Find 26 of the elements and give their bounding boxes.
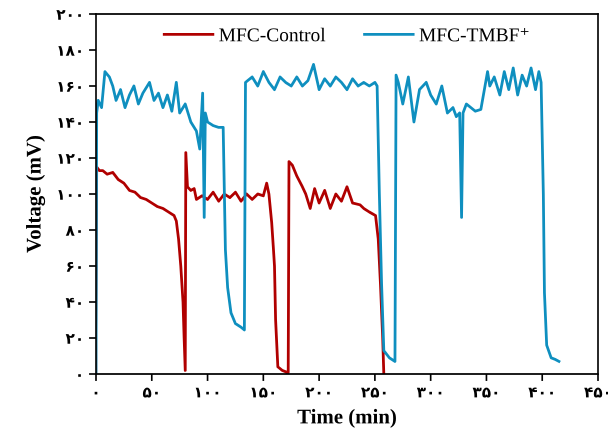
x-tick-label: ۱۰۰ (196, 388, 218, 398)
y-tick-label: ۱۴۰ (58, 118, 81, 128)
x-tick-label: ۳۵۰ (472, 388, 498, 398)
y-tick-label: ۲۰ (66, 334, 81, 344)
x-tick-label: ۴۰۰ (528, 387, 553, 398)
y-tick-label: ۲۰۰ (56, 10, 81, 20)
legend-label: MFC-Control (219, 28, 326, 42)
x-axis-title: Time (min) (297, 408, 396, 428)
x-tick-label: ۲۵۰ (361, 388, 386, 398)
y-tick-label: ۰ (78, 374, 81, 377)
x-tick-label: ۳۰۰ (416, 388, 442, 398)
line-series (96, 151, 386, 374)
y-tick-label: ۶۰ (66, 262, 81, 272)
legend-label: MFC-TMBF⁺ (420, 28, 528, 42)
y-axis-title: Voltage (mV) (26, 136, 46, 253)
y-tick-label: ۱۰۰ (58, 190, 81, 200)
line-series (96, 63, 560, 374)
x-tick-label: ۲۰۰ (305, 388, 330, 398)
y-tick-label: ۱۶۰ (58, 82, 81, 92)
y-tick-label: ۱۲۰ (58, 154, 81, 164)
y-tick-label: ۴۰ (66, 298, 81, 308)
y-tick-label: ۸۰ (66, 226, 81, 236)
x-tick-label: ۵۰ (142, 388, 158, 398)
x-tick-label: ۱۵۰ (251, 388, 274, 398)
x-tick-label: ۰ (94, 392, 98, 394)
y-tick-label: ۱۸۰ (58, 46, 81, 56)
